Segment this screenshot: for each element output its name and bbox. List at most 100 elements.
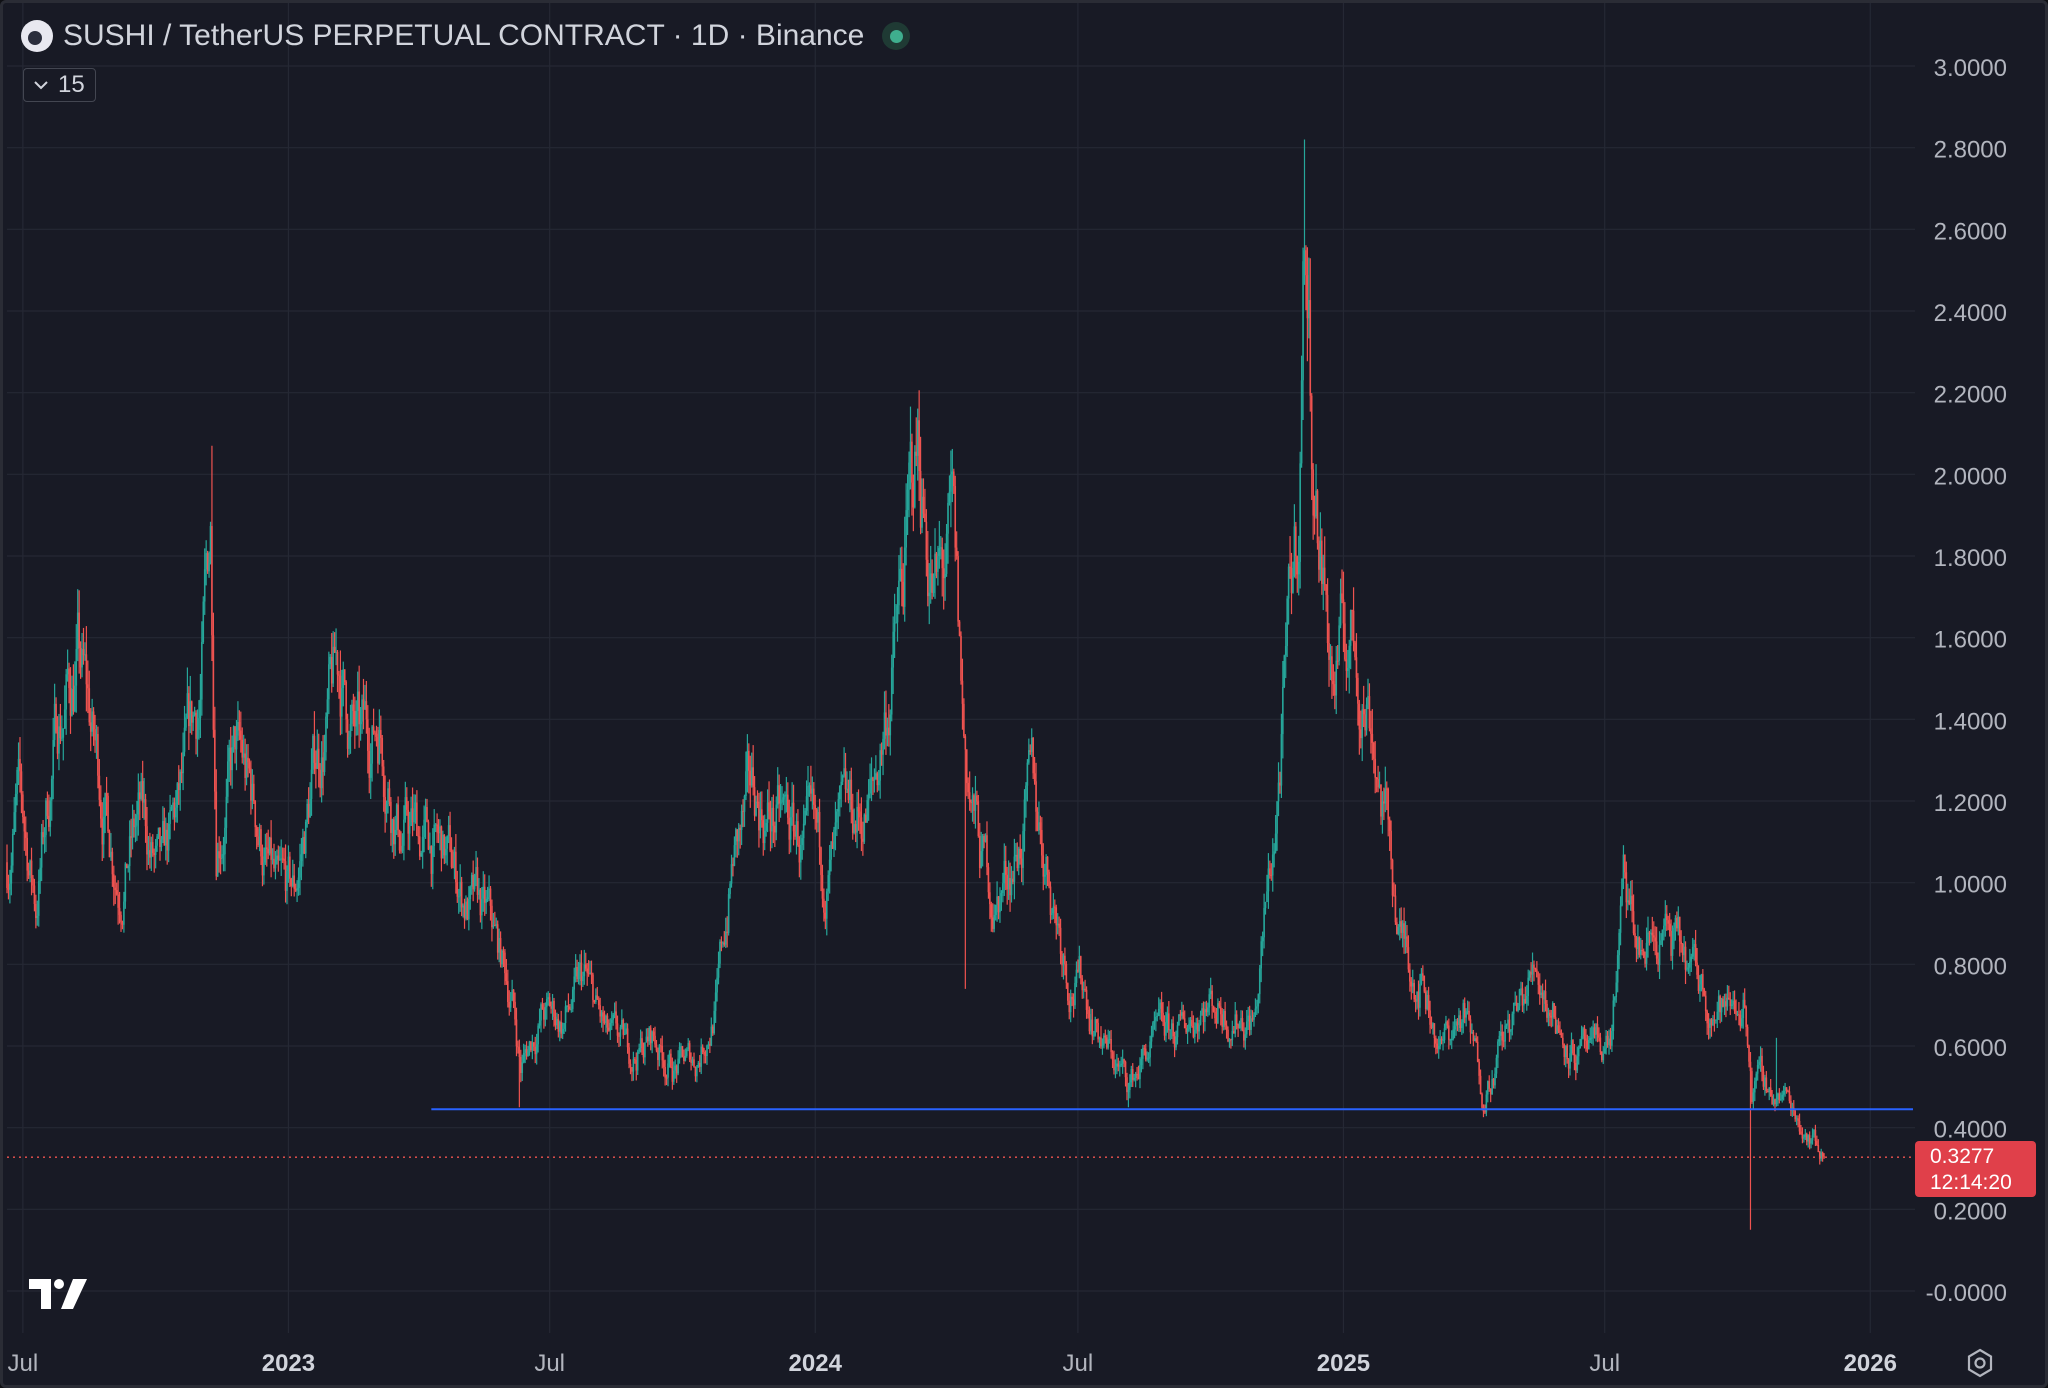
tradingview-logo-icon[interactable] bbox=[29, 1279, 87, 1311]
candle bbox=[388, 779, 391, 807]
candle bbox=[1004, 845, 1007, 891]
candle bbox=[1394, 884, 1397, 925]
candle bbox=[306, 798, 308, 828]
candle bbox=[492, 912, 495, 929]
candle bbox=[527, 1045, 529, 1057]
candle bbox=[1054, 899, 1056, 924]
candle bbox=[1683, 935, 1685, 963]
candle bbox=[1217, 998, 1219, 1025]
x-tick-label: 2025 bbox=[1317, 1350, 1370, 1377]
candle bbox=[1351, 609, 1353, 641]
candle bbox=[120, 911, 122, 932]
candle bbox=[1813, 1129, 1815, 1138]
candle bbox=[1182, 1004, 1185, 1020]
candle bbox=[498, 928, 500, 963]
candle bbox=[537, 1023, 539, 1053]
candle bbox=[232, 725, 235, 753]
candle bbox=[875, 755, 877, 780]
candle bbox=[1136, 1067, 1138, 1081]
y-tick-label: 3.0000 bbox=[1934, 55, 2007, 82]
candle bbox=[1540, 985, 1542, 999]
candle bbox=[544, 1002, 547, 1027]
candle bbox=[932, 573, 935, 597]
candle bbox=[1624, 854, 1626, 879]
candle bbox=[1163, 1015, 1166, 1041]
candle bbox=[127, 864, 130, 873]
candle bbox=[973, 793, 975, 825]
candle bbox=[1364, 708, 1366, 737]
candle bbox=[1003, 843, 1006, 896]
candle bbox=[1250, 1009, 1252, 1035]
candle bbox=[522, 1043, 525, 1064]
candle bbox=[507, 969, 509, 1008]
candle bbox=[111, 847, 114, 887]
candle bbox=[495, 917, 498, 929]
candle bbox=[1393, 882, 1395, 897]
symbol-title[interactable]: SUSHI / TetherUS PERPETUAL CONTRACT · 1D… bbox=[63, 19, 865, 52]
time-axis[interactable]: Jul 2023 Jul 2024 Jul 2025 Jul 2026 bbox=[8, 1350, 1897, 1377]
candle bbox=[1745, 1005, 1747, 1037]
candle bbox=[558, 1020, 561, 1042]
candle bbox=[1380, 784, 1382, 825]
candle bbox=[726, 916, 728, 948]
chart-settings-icon[interactable] bbox=[1965, 1348, 1995, 1378]
candle bbox=[628, 1042, 630, 1069]
candle bbox=[469, 885, 472, 910]
candle bbox=[1567, 1058, 1570, 1079]
candle bbox=[808, 782, 811, 797]
candle bbox=[1251, 1010, 1254, 1022]
candle bbox=[1638, 936, 1641, 958]
indicators-toggle-button[interactable]: 15 bbox=[23, 68, 96, 102]
candle bbox=[846, 771, 848, 793]
price-chart[interactable]: 3.0000 2.8000 2.6000 2.4000 2.2000 2.0000 1.80… bbox=[3, 3, 2048, 1388]
candle bbox=[1084, 979, 1086, 992]
candle bbox=[885, 690, 887, 755]
candle bbox=[701, 1044, 704, 1055]
candle bbox=[476, 857, 479, 903]
candle bbox=[1801, 1127, 1804, 1144]
candle bbox=[1536, 961, 1538, 978]
candle bbox=[775, 796, 778, 841]
candle bbox=[486, 886, 489, 903]
y-tick-label: 1.6000 bbox=[1934, 627, 2007, 654]
candle bbox=[260, 824, 262, 866]
candle bbox=[1523, 994, 1525, 1014]
candle bbox=[58, 713, 60, 771]
candle bbox=[1485, 1090, 1488, 1117]
candle bbox=[1719, 994, 1721, 1024]
candle bbox=[390, 797, 392, 846]
candle bbox=[1131, 1063, 1134, 1088]
candle bbox=[297, 867, 300, 896]
candle bbox=[1100, 1026, 1102, 1049]
candle bbox=[898, 555, 900, 615]
candle bbox=[1647, 916, 1649, 958]
candle bbox=[407, 801, 410, 850]
candle bbox=[143, 778, 145, 820]
candle bbox=[169, 794, 171, 840]
candle bbox=[1156, 1012, 1159, 1022]
candle bbox=[593, 999, 596, 1004]
candle bbox=[404, 781, 407, 823]
candle bbox=[141, 760, 144, 819]
candle bbox=[1814, 1124, 1817, 1147]
candle bbox=[1800, 1124, 1802, 1135]
candle bbox=[1117, 1057, 1120, 1072]
market-open-status-icon[interactable] bbox=[882, 22, 911, 50]
candle bbox=[101, 802, 104, 862]
candle bbox=[1201, 1003, 1203, 1016]
candle bbox=[929, 545, 932, 604]
y-tick-label: 1.4000 bbox=[1934, 708, 2007, 735]
price-axis[interactable]: 3.0000 2.8000 2.6000 2.4000 2.2000 2.0000 1.80… bbox=[1926, 55, 2007, 1307]
candle bbox=[52, 717, 54, 800]
candle bbox=[1309, 258, 1312, 412]
candle bbox=[1446, 1020, 1449, 1029]
candle bbox=[683, 1049, 685, 1065]
candle bbox=[641, 1031, 643, 1056]
candle bbox=[1769, 1078, 1772, 1097]
candle bbox=[691, 1056, 694, 1066]
candle bbox=[569, 1003, 571, 1011]
candle bbox=[193, 706, 196, 717]
candle bbox=[906, 474, 909, 536]
candle bbox=[1595, 1023, 1597, 1042]
